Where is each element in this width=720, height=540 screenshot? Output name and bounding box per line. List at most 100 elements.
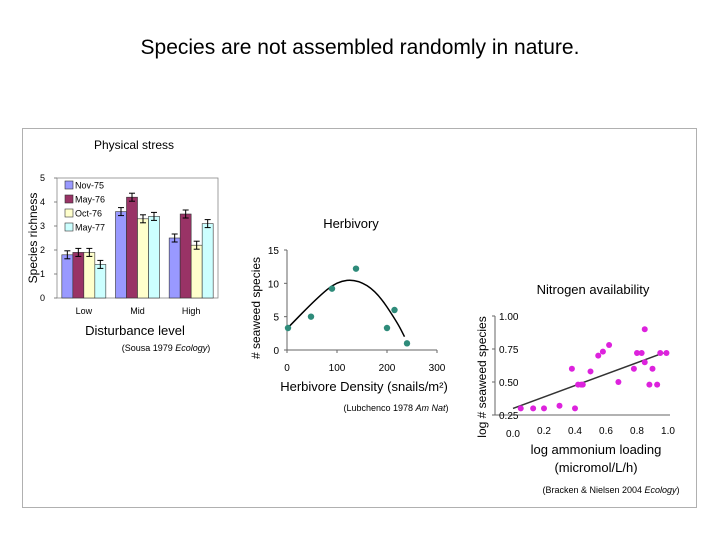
chart2-xtick-label: 0 — [284, 363, 290, 374]
chart3-data-point — [654, 381, 661, 388]
chart2-citation-journal: Am Nat — [415, 403, 447, 413]
chart1-legend-label: May-77 — [75, 223, 105, 233]
chart1-legend-swatch — [64, 208, 74, 218]
chart1-xtick-label: Mid — [130, 306, 145, 316]
chart1-ytick-label: 3 — [40, 221, 45, 231]
chart3-data-point — [630, 365, 637, 372]
chart1-legend-swatch — [64, 194, 74, 204]
chart1-xtick-label: Low — [76, 306, 93, 316]
chart3-data-point — [599, 348, 606, 355]
chart2-ytick-label: 15 — [268, 246, 280, 257]
chart3-data-point — [649, 365, 656, 372]
chart2-xlabel: Herbivore Density (snails/m²) — [280, 379, 448, 394]
chart1-panel-label: Physical stress — [94, 138, 174, 152]
chart2-ytick-label: 0 — [273, 346, 279, 357]
chart2-panel-label: Herbivory — [323, 216, 379, 231]
chart1-bar — [168, 237, 181, 299]
page-title: Species are not assembled randomly in na… — [140, 36, 580, 59]
chart1-xlabel: Disturbance level — [85, 323, 185, 338]
chart1-ytick-label: 1 — [40, 269, 45, 279]
chart3-data-point — [556, 402, 563, 409]
chart3-xtick-label: 0.8 — [630, 426, 644, 437]
chart1-legend-label: Nov-75 — [75, 181, 104, 191]
chart1-bar — [61, 254, 74, 299]
chart2-citation-prefix: (Lubchenco 1978 — [343, 403, 415, 413]
chart3-data-point — [530, 405, 537, 412]
chart3-xlabel-line1: log ammonium loading — [531, 442, 662, 457]
chart-nitrogen: Nitrogen availability 0.25 0.50 0.75 1.00 0… — [475, 282, 680, 495]
chart3-data-point — [587, 368, 594, 375]
chart1-citation-suffix: ) — [207, 343, 210, 353]
chart1-ytick-label: 0 — [40, 293, 45, 303]
chart3-data-point — [663, 349, 670, 356]
chart1-bar — [148, 216, 160, 299]
chart1-bar — [126, 196, 138, 299]
chart3-data-point — [595, 352, 602, 359]
chart1-citation: (Sousa 1979 Ecology) — [122, 343, 211, 353]
chart3-xtick-label: 0.0 — [506, 429, 520, 440]
chart-herbivory: Herbivory 0 5 10 15 0 100 200 300 # seaweed sp… — [249, 216, 449, 413]
chart1-bar — [179, 213, 192, 299]
chart2-xtick-label: 100 — [329, 363, 346, 374]
chart3-xtick-label: 0.2 — [537, 426, 551, 437]
chart3-citation-prefix: (Bracken & Nielsen 2004 — [542, 485, 644, 495]
chart1-legend-swatch — [64, 222, 74, 232]
chart1-bar — [83, 252, 96, 299]
chart3-xtick-label: 0.6 — [599, 426, 613, 437]
chart1-bar — [72, 252, 85, 299]
figure-panel — [22, 128, 697, 508]
chart3-citation-journal: Ecology — [645, 485, 678, 495]
chart3-data-point — [634, 349, 640, 356]
chart1-legend-swatch — [64, 180, 74, 190]
chart3-data-point — [572, 405, 578, 412]
chart1-bar — [190, 244, 203, 299]
chart2-fit-curve — [286, 279, 406, 338]
chart1-legend-label: May-76 — [75, 195, 105, 205]
chart3-data-point — [657, 349, 664, 356]
chart3-data-point — [579, 381, 586, 388]
chart1-bar — [115, 211, 127, 299]
chart3-ytick-label: 0.25 — [499, 411, 519, 422]
chart3-ylabel: log # seaweed species — [475, 316, 489, 437]
chart2-ytick-label: 5 — [273, 313, 279, 324]
chart2-data-point — [307, 313, 315, 320]
chart2-data-point — [403, 340, 411, 347]
chart3-data-point — [641, 326, 648, 333]
chart3-data-point — [615, 379, 622, 385]
chart3-xtick-label: 1.0 — [661, 426, 675, 437]
chart3-data-point — [541, 405, 547, 412]
chart-physical-stress: Physical stress 0 1 2 3 4 5 Low Mid High Nov-75… — [26, 138, 219, 353]
chart2-citation-suffix: ) — [446, 403, 449, 413]
chart3-data-point — [606, 342, 613, 349]
chart1-citation-prefix: (Sousa 1979 — [122, 343, 176, 353]
chart2-xtick-label: 200 — [379, 363, 396, 374]
chart3-data-point — [646, 381, 653, 388]
chart1-ytick-label: 2 — [40, 245, 45, 255]
chart1-ytick-label: 4 — [40, 197, 45, 207]
chart2-ylabel: # seaweed species — [249, 257, 263, 359]
chart3-data-point — [638, 349, 645, 356]
chart1-citation-journal: Ecology — [175, 343, 208, 353]
chart3-xtick-label: 0.4 — [568, 426, 582, 437]
chart3-citation: (Bracken & Nielsen 2004 Ecology) — [542, 485, 679, 495]
chart3-panel-label: Nitrogen availability — [537, 282, 650, 297]
chart3-fit-line — [512, 352, 664, 410]
chart2-data-point — [328, 285, 336, 292]
chart3-data-point — [641, 359, 648, 366]
chart3-data-point — [568, 365, 575, 372]
chart3-ytick-label: 1.00 — [499, 312, 519, 323]
chart1-xtick-label: High — [182, 306, 201, 316]
chart3-ytick-label: 0.50 — [499, 378, 519, 389]
chart1-ylabel: Species richness — [26, 193, 40, 284]
chart2-data-point — [383, 324, 391, 332]
chart2-data-point — [284, 324, 292, 332]
chart1-bar — [137, 218, 149, 299]
chart2-data-point — [352, 265, 360, 272]
chart1-ytick-label: 5 — [40, 173, 45, 183]
chart3-data-point — [517, 405, 524, 412]
chart1-bar — [201, 223, 214, 299]
chart3-citation-suffix: ) — [677, 485, 680, 495]
chart1-legend-label: Oct-76 — [75, 209, 102, 219]
chart2-data-point — [391, 306, 398, 314]
